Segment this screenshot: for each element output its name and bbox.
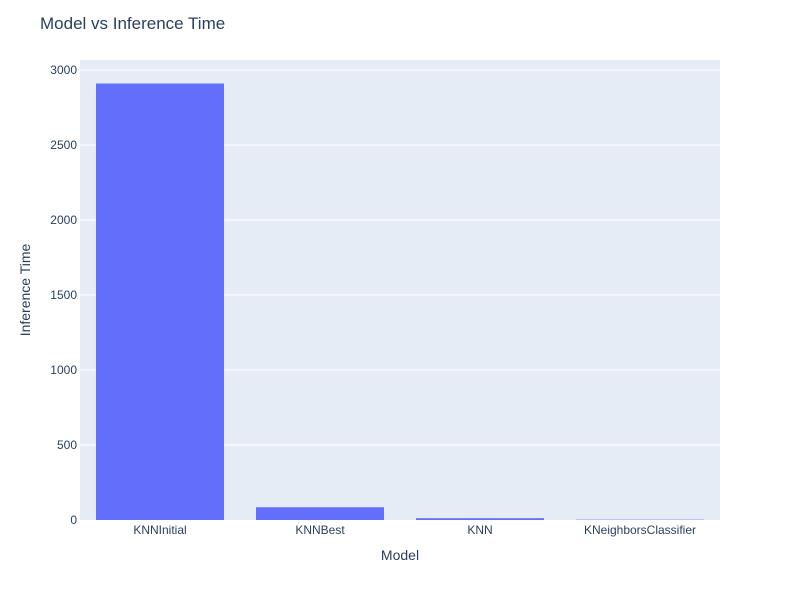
bar-knninitial bbox=[96, 83, 224, 520]
x-tick-label: KNNBest bbox=[295, 523, 345, 537]
x-axis-title: Model bbox=[381, 547, 419, 563]
x-axis-ticks: KNNInitial KNNBest KNN KNeighborsClassifier bbox=[133, 523, 696, 537]
bar-knn bbox=[416, 518, 544, 520]
y-tick-label: 500 bbox=[57, 438, 77, 452]
y-tick-label: 1000 bbox=[50, 363, 77, 377]
y-tick-label: 3000 bbox=[50, 63, 77, 77]
bar-knnbest bbox=[256, 507, 384, 520]
y-tick-label: 1500 bbox=[50, 288, 77, 302]
y-axis-title: Inference Time bbox=[17, 243, 33, 336]
bars bbox=[96, 83, 704, 520]
x-tick-label: KNeighborsClassifier bbox=[584, 523, 696, 537]
x-tick-label: KNN bbox=[467, 523, 492, 537]
y-tick-label: 2500 bbox=[50, 138, 77, 152]
y-axis-ticks: 0 500 1000 1500 2000 2500 3000 bbox=[50, 63, 77, 527]
chart-title: Model vs Inference Time bbox=[40, 14, 225, 33]
y-tick-label: 2000 bbox=[50, 213, 77, 227]
y-tick-label: 0 bbox=[70, 513, 77, 527]
x-tick-label: KNNInitial bbox=[133, 523, 186, 537]
